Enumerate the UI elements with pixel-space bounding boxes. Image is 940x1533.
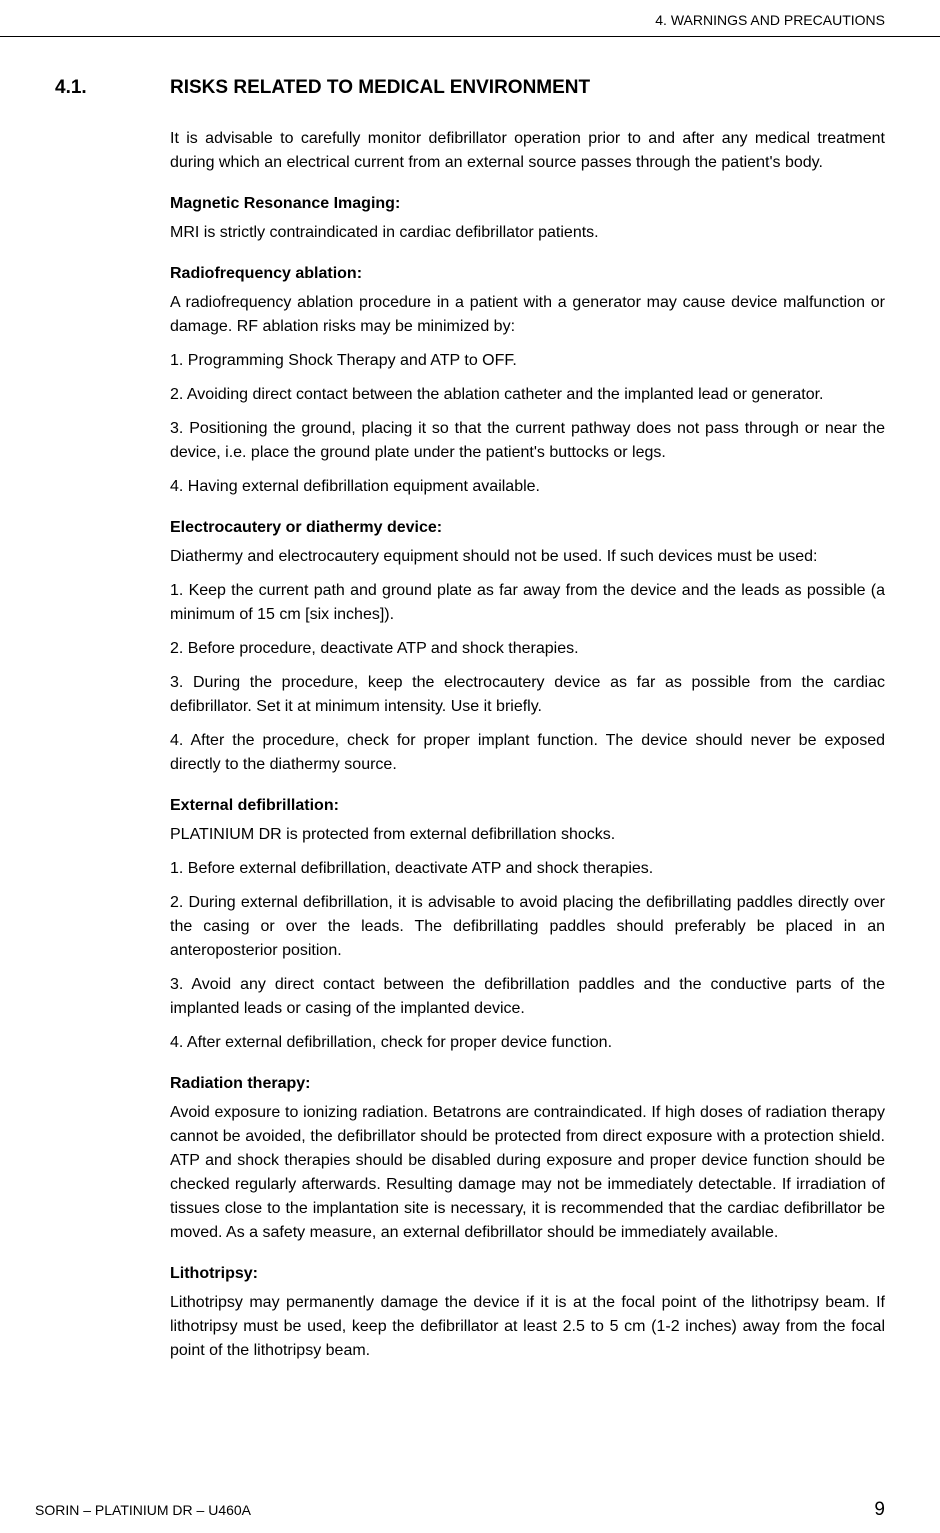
paragraph: 4. Having external defibrillation equipm… bbox=[170, 475, 885, 499]
content-block: Electrocautery or diathermy device: Diath… bbox=[170, 519, 885, 777]
subheading: External defibrillation: bbox=[170, 797, 885, 815]
paragraph: Lithotripsy may permanently damage the d… bbox=[170, 1291, 885, 1363]
page-content: 4.1. RISKS RELATED TO MEDICAL ENVIRONMEN… bbox=[0, 77, 940, 1363]
section-heading: RISKS RELATED TO MEDICAL ENVIRONMENT bbox=[170, 77, 590, 99]
intro-paragraph: It is advisable to carefully monitor def… bbox=[170, 127, 885, 175]
section-number: 4.1. bbox=[55, 77, 170, 99]
content-block: Radiation therapy: Avoid exposure to ioni… bbox=[170, 1075, 885, 1245]
paragraph: 3. Avoid any direct contact between the … bbox=[170, 973, 885, 1021]
page-footer: SORIN – PLATINIUM DR – U460A 9 bbox=[0, 1499, 940, 1521]
subheading: Radiation therapy: bbox=[170, 1075, 885, 1093]
paragraph: 2. During external defibrillation, it is… bbox=[170, 891, 885, 963]
body-text: It is advisable to carefully monitor def… bbox=[55, 127, 885, 1363]
page-number: 9 bbox=[874, 1499, 885, 1521]
paragraph: 1. Keep the current path and ground plat… bbox=[170, 579, 885, 627]
subheading: Electrocautery or diathermy device: bbox=[170, 519, 885, 537]
section-title-row: 4.1. RISKS RELATED TO MEDICAL ENVIRONMEN… bbox=[55, 77, 885, 99]
content-block: Lithotripsy: Lithotripsy may permanently … bbox=[170, 1265, 885, 1363]
paragraph: 2. Before procedure, deactivate ATP and … bbox=[170, 637, 885, 661]
subheading: Lithotripsy: bbox=[170, 1265, 885, 1283]
paragraph: 4. After external defibrillation, check … bbox=[170, 1031, 885, 1055]
paragraph: A radiofrequency ablation procedure in a… bbox=[170, 291, 885, 339]
paragraph: 2. Avoiding direct contact between the a… bbox=[170, 383, 885, 407]
subheading: Radiofrequency ablation: bbox=[170, 265, 885, 283]
running-title: 4. WARNINGS AND PRECAUTIONS bbox=[655, 12, 885, 28]
paragraph: 3. Positioning the ground, placing it so… bbox=[170, 417, 885, 465]
content-block: Radiofrequency ablation: A radiofrequency… bbox=[170, 265, 885, 499]
page-header: 4. WARNINGS AND PRECAUTIONS bbox=[0, 0, 940, 37]
paragraph: Avoid exposure to ionizing radiation. Be… bbox=[170, 1101, 885, 1245]
footer-left-text: SORIN – PLATINIUM DR – U460A bbox=[35, 1502, 251, 1518]
content-block: Magnetic Resonance Imaging: MRI is strict… bbox=[170, 195, 885, 245]
subheading: Magnetic Resonance Imaging: bbox=[170, 195, 885, 213]
paragraph: PLATINIUM DR is protected from external … bbox=[170, 823, 885, 847]
paragraph: Diathermy and electrocautery equipment s… bbox=[170, 545, 885, 569]
paragraph: MRI is strictly contraindicated in cardi… bbox=[170, 221, 885, 245]
blocks-container: Magnetic Resonance Imaging: MRI is strict… bbox=[170, 195, 885, 1363]
paragraph: 4. After the procedure, check for proper… bbox=[170, 729, 885, 777]
paragraph: 1. Before external defibrillation, deact… bbox=[170, 857, 885, 881]
paragraph: 1. Programming Shock Therapy and ATP to … bbox=[170, 349, 885, 373]
content-block: External defibrillation: PLATINIUM DR is … bbox=[170, 797, 885, 1055]
paragraph: 3. During the procedure, keep the electr… bbox=[170, 671, 885, 719]
